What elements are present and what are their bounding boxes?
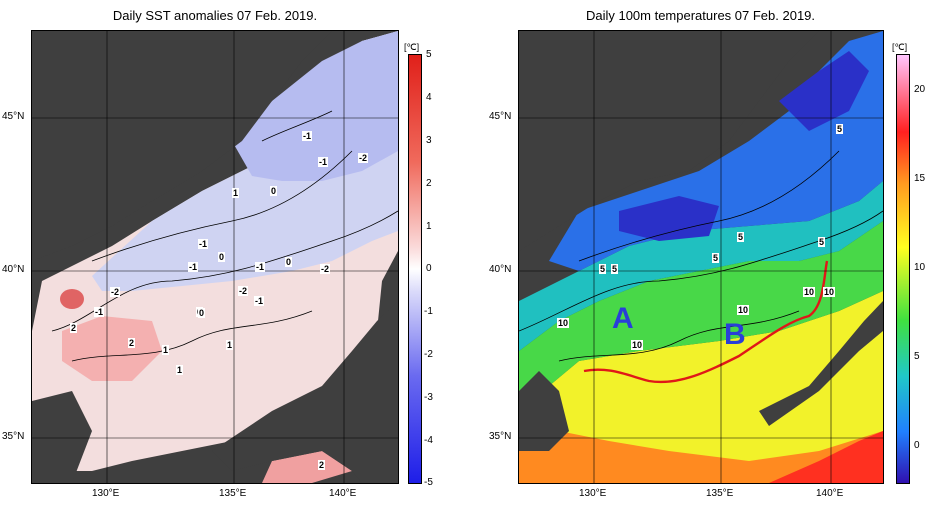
contour-label: -1 [94, 307, 105, 317]
annotation-a: A [612, 302, 634, 335]
sst-anomaly-colorbar [408, 54, 422, 484]
lat-label: 40°N [2, 264, 25, 275]
very-warm-water-region [519, 431, 883, 483]
mid-temperature-region [519, 221, 883, 411]
contour-label: 1 [176, 365, 184, 375]
contour-label: -2 [320, 264, 331, 274]
contour-label: -1 [318, 157, 329, 167]
lat-label: 35°N [2, 431, 25, 442]
temperature-100m-field [519, 31, 883, 483]
contour-label: 1 [162, 345, 170, 355]
cold-anomaly-core [232, 31, 398, 181]
coldest-water-core [619, 196, 719, 241]
temperature-colorbar [896, 54, 910, 484]
lon-label: 140°E [816, 488, 844, 499]
land-japan [212, 301, 398, 483]
lat-label: 35°N [489, 431, 512, 442]
colorbar-tick: 0 [426, 263, 432, 274]
coldest-water-core-north [779, 51, 869, 131]
contour-label: 0 [218, 252, 226, 262]
land-japan-coast [759, 301, 883, 426]
colorbar-tick: -1 [424, 306, 433, 317]
contour-label: 10 [737, 305, 750, 315]
contour-label: 5 [818, 237, 826, 247]
contour-label: 10 [631, 340, 644, 350]
contour-label: -2 [238, 286, 249, 296]
land-korea [32, 391, 92, 483]
contour-label: -1 [188, 262, 199, 272]
lon-label: 130°E [92, 488, 120, 499]
contour-label: 2 [128, 338, 136, 348]
contour-label: 5 [836, 124, 844, 134]
contour-label: 5 [611, 264, 619, 274]
contour-label: -1 [198, 239, 209, 249]
land-korea [519, 371, 569, 451]
lon-label: 130°E [579, 488, 607, 499]
contour-label: 10 [823, 287, 836, 297]
contour-label: 5 [599, 264, 607, 274]
colorbar-tick: 15 [914, 173, 926, 184]
colorbar-unit: [℃] [892, 42, 908, 52]
contour-label: 0 [285, 257, 293, 267]
warm-anomaly-core [60, 289, 84, 309]
left-panel-title: Daily SST anomalies 07 Feb. 2019. [112, 8, 318, 23]
contour-label: -2 [110, 287, 121, 297]
colorbar-tick: 5 [914, 351, 920, 362]
colorbar-tick: -4 [424, 435, 433, 446]
thermal-front-line [583, 260, 829, 384]
colorbar-tick: -3 [424, 392, 433, 403]
contour-label: 10 [803, 287, 816, 297]
colorbar-tick: 0 [914, 440, 920, 451]
lat-label: 45°N [2, 111, 25, 122]
contour-label: 0 [270, 186, 278, 196]
sst-anomaly-field [32, 31, 398, 483]
colorbar-tick: 2 [426, 178, 432, 189]
contour-label: 10 [557, 318, 570, 328]
hottest-water-region [769, 431, 883, 483]
contour-label: -1 [255, 262, 266, 272]
contour-label: -1 [254, 296, 265, 306]
colorbar-tick: -2 [424, 349, 433, 360]
contour-label: 1 [226, 340, 234, 350]
contour-label: 2 [318, 460, 326, 470]
colorbar-tick: 1 [426, 221, 432, 232]
warm-water-region [519, 291, 883, 483]
sst-anomaly-map [31, 30, 399, 484]
warm-anomaly-region [62, 316, 162, 381]
contour-label: 5 [712, 253, 720, 263]
lat-label: 45°N [489, 111, 512, 122]
right-panel-title: Daily 100m temperatures 07 Feb. 2019. [585, 8, 816, 23]
contour-label: 2 [70, 323, 78, 333]
lon-label: 135°E [706, 488, 734, 499]
colorbar-unit: [℃] [404, 42, 420, 52]
colorbar-tick: -5 [424, 477, 433, 488]
contour-label: -1 [302, 131, 313, 141]
warm-anomaly-south [262, 451, 352, 483]
cool-water-region [519, 181, 883, 351]
contour-label: 5 [737, 232, 745, 242]
colorbar-tick: 20 [914, 84, 926, 95]
temperature-100m-map [518, 30, 884, 484]
colorbar-tick: 4 [426, 92, 432, 103]
colorbar-tick: 3 [426, 135, 432, 146]
colorbar-tick: 5 [426, 49, 432, 60]
contour-label: -2 [358, 153, 369, 163]
contour-label: 1 [232, 188, 240, 198]
contour-label: 0 [198, 308, 206, 318]
annotation-b: B [724, 318, 746, 351]
lon-label: 135°E [219, 488, 247, 499]
lat-label: 40°N [489, 264, 512, 275]
colorbar-tick: 10 [914, 262, 926, 273]
lon-label: 140°E [329, 488, 357, 499]
